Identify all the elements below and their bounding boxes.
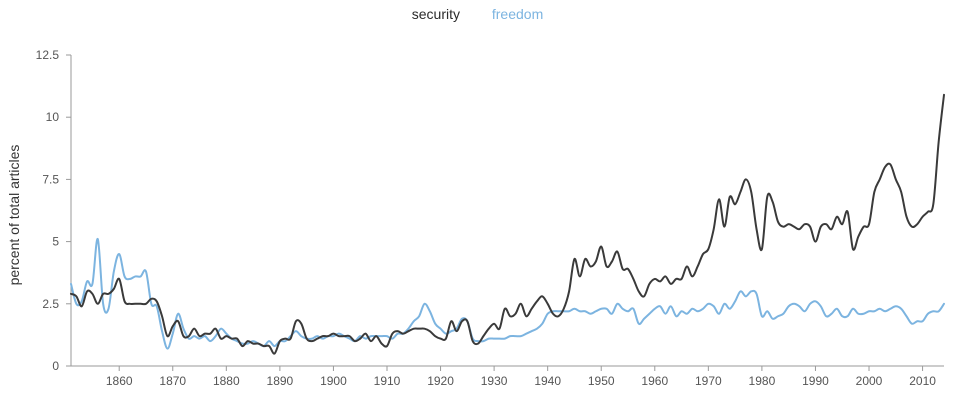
legend-item-freedom[interactable]: freedom [491,6,544,22]
x-tick-label: 1890 [267,374,294,388]
y-tick-label: 5 [52,235,59,249]
x-tick-label: 2010 [909,374,936,388]
y-tick-label: 7.5 [42,172,59,186]
x-tick-label: 1860 [106,374,133,388]
x-tick-label: 1870 [159,374,186,388]
y-tick-label: 12.5 [36,48,60,62]
x-tick-label: 1970 [695,374,722,388]
series-line-freedom [70,238,945,350]
x-tick-label: 2000 [856,374,883,388]
series-line-security [70,93,945,355]
legend-item-security[interactable]: security [411,6,460,22]
x-tick-label: 1990 [802,374,829,388]
x-tick-label: 1900 [320,374,347,388]
x-tick-label: 1940 [534,374,561,388]
x-tick-label: 1910 [374,374,401,388]
x-tick-label: 1930 [481,374,508,388]
x-tick-label: 1950 [588,374,615,388]
y-tick-label: 10 [46,110,60,124]
y-tick-label: 2.5 [42,297,59,311]
legend: security freedom [0,6,955,22]
x-tick-label: 1880 [213,374,240,388]
x-tick-label: 1960 [641,374,668,388]
x-tick-label: 1980 [749,374,776,388]
y-tick-label: 0 [52,359,59,373]
x-tick-label: 1920 [427,374,454,388]
